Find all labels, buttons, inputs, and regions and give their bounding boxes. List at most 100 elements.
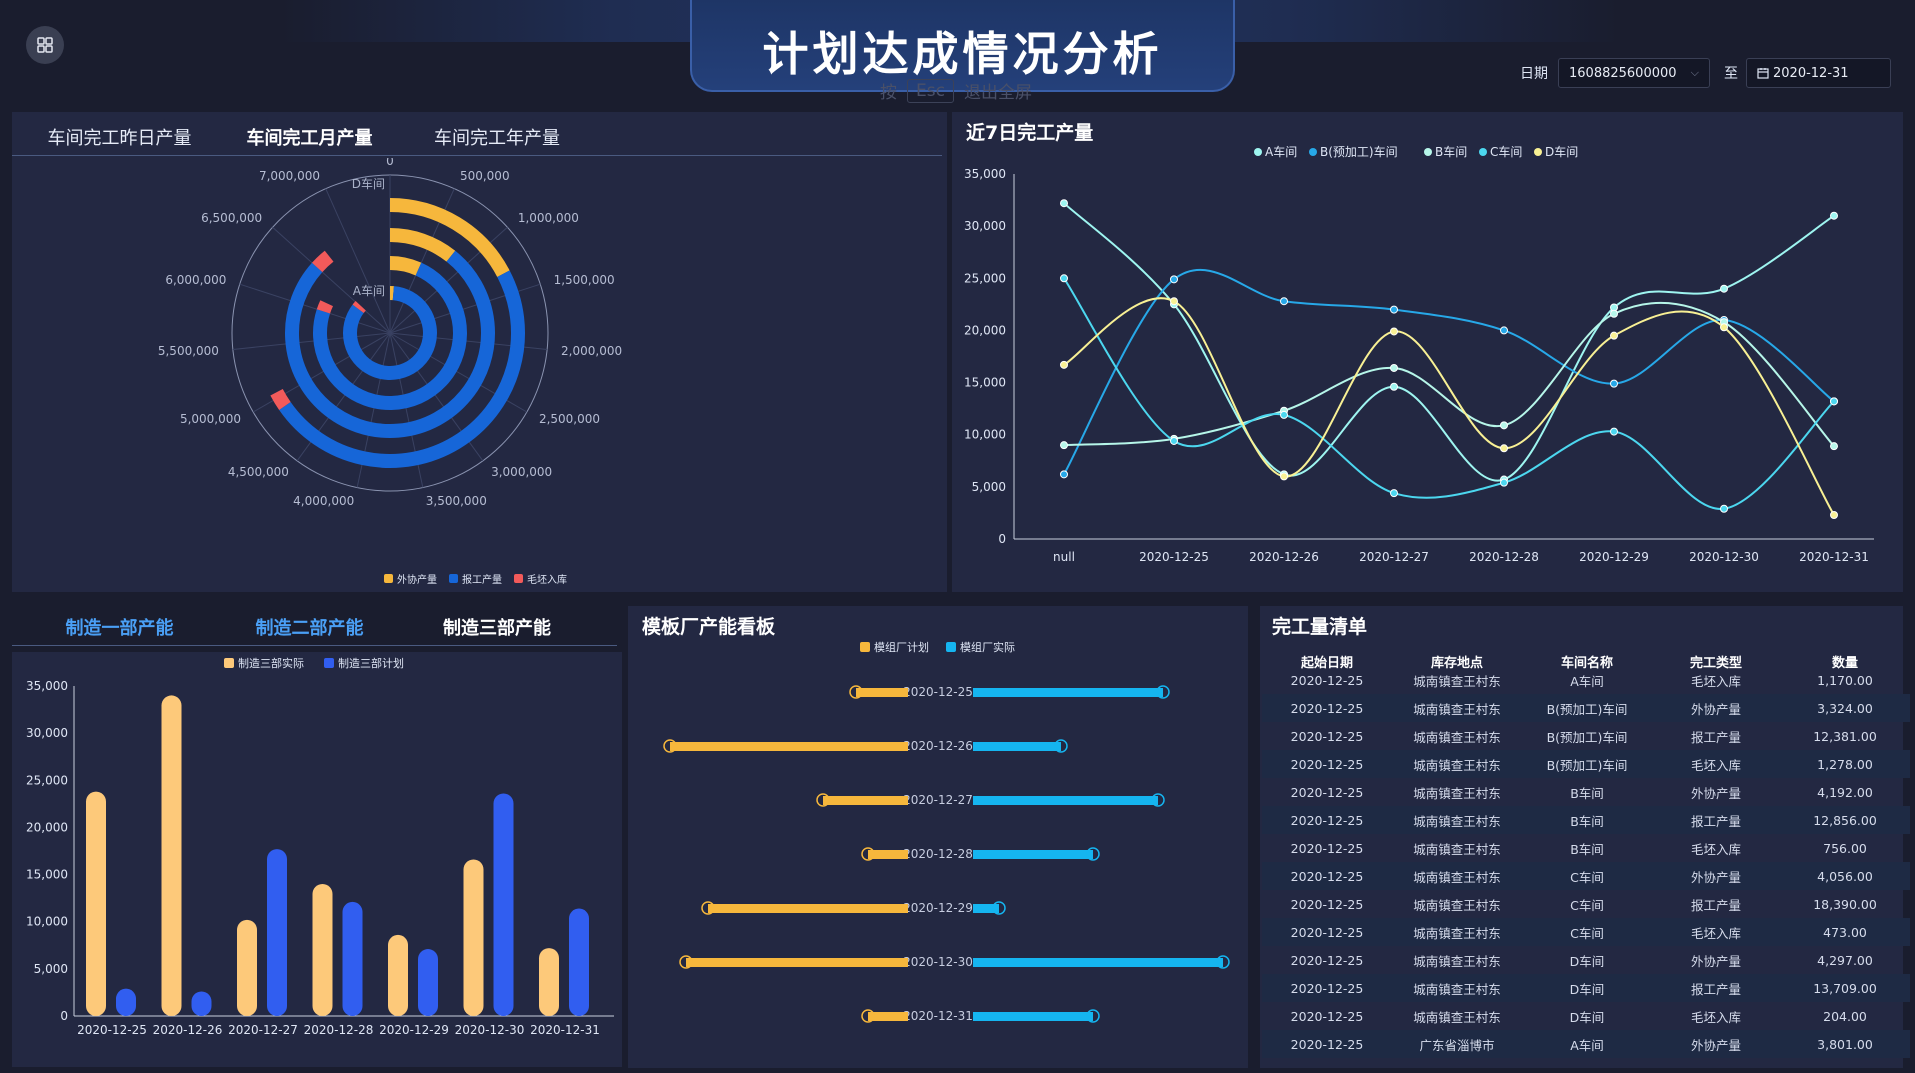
esc-hint-prefix: 按 — [880, 83, 897, 103]
plan-bar[interactable] — [670, 742, 908, 751]
series-point[interactable] — [1830, 511, 1838, 520]
tab-yesterday-output[interactable]: 车间完工昨日产量 — [47, 128, 192, 149]
series-point[interactable] — [1060, 199, 1068, 208]
table-row[interactable]: 2020-12-25 城南镇查王村东 D车间 毛坯入库 204.00 — [1262, 1002, 1910, 1030]
bar[interactable] — [463, 859, 484, 1016]
bar[interactable] — [116, 988, 136, 1016]
series-point[interactable] — [1610, 427, 1618, 436]
series-point[interactable] — [1720, 504, 1728, 513]
table-row[interactable]: 2020-12-25 城南镇查王村东 B(预加工)车间 外协产量 3,324.00 — [1262, 694, 1910, 722]
table-row[interactable]: 2020-12-25 城南镇查王村东 B车间 外协产量 4,192.00 — [1262, 778, 1910, 806]
actual-bar[interactable] — [973, 688, 1163, 697]
plan-bar[interactable] — [823, 796, 908, 805]
table-row[interactable]: 2020-12-25 城南镇查王村东 C车间 毛坯入库 473.00 — [1262, 918, 1910, 946]
tab-month-output[interactable]: 车间完工月产量 — [246, 128, 373, 149]
table-row[interactable]: 2020-12-25 城南镇查王村东 D车间 外协产量 4,297.00 — [1262, 946, 1910, 974]
legend-label[interactable]: B(预加工)车间 — [1320, 144, 1398, 159]
legend-label[interactable]: D车间 — [1545, 144, 1578, 159]
series-point[interactable] — [1170, 436, 1178, 445]
series-point[interactable] — [1610, 331, 1618, 340]
table-row[interactable]: 2020-12-25 城南镇查王村东 C车间 报工产量 18,390.00 — [1262, 890, 1910, 918]
bar[interactable] — [493, 793, 514, 1016]
actual-bar[interactable] — [973, 796, 1158, 805]
table-row[interactable]: 2020-12-25 城南镇查王村东 B车间 报工产量 12,856.00 — [1262, 806, 1910, 834]
series-point[interactable] — [1720, 323, 1728, 332]
series-point[interactable] — [1500, 326, 1508, 335]
table-row[interactable]: 2020-12-25 城南镇查王村东 D车间 报工产量 13,709.00 — [1262, 974, 1910, 1002]
series-point[interactable] — [1390, 489, 1398, 498]
legend-label[interactable]: 模组厂计划 — [874, 640, 929, 654]
bar[interactable] — [191, 991, 212, 1016]
bar[interactable] — [569, 908, 589, 1016]
series-point[interactable] — [1500, 478, 1508, 487]
bar[interactable] — [312, 884, 333, 1016]
legend-label[interactable]: 制造三部计划 — [338, 656, 404, 670]
plan-bar[interactable] — [708, 904, 908, 913]
cell-location: 城南镇查王村东 — [1413, 701, 1501, 717]
cell-quantity: 18,390.00 — [1813, 896, 1877, 912]
date-end-input[interactable]: 2020-12-31 — [1746, 58, 1891, 88]
plan-bar[interactable] — [868, 850, 908, 859]
series-point[interactable] — [1280, 297, 1288, 306]
cell-start-date: 2020-12-25 — [1290, 728, 1364, 744]
date-start-select[interactable]: 1608825600000 ⌵ — [1558, 58, 1710, 88]
grid-menu-button[interactable] — [26, 26, 64, 64]
series-point[interactable] — [1610, 379, 1618, 388]
bar[interactable] — [237, 919, 257, 1016]
series-point[interactable] — [1060, 470, 1068, 479]
tab-year-output[interactable]: 车间完工年产量 — [434, 128, 560, 149]
series-point[interactable] — [1610, 309, 1618, 318]
x-tick-label: 2020-12-30 — [1689, 550, 1759, 564]
table-row[interactable]: 2020-12-25 城南镇查王村东 C车间 外协产量 4,056.00 — [1262, 862, 1910, 890]
legend-label[interactable]: A车间 — [1265, 144, 1297, 159]
tab-dept3-capacity[interactable]: 制造三部产能 — [443, 618, 551, 639]
series-point[interactable] — [1060, 274, 1068, 283]
series-point[interactable] — [1170, 275, 1178, 284]
series-point[interactable] — [1280, 472, 1288, 481]
bar[interactable] — [161, 695, 182, 1016]
date-range-filter: 日期 1608825600000 ⌵ 至 2020-12-31 — [1520, 58, 1891, 88]
cell-type: 外协产量 — [1690, 701, 1741, 717]
legend-label[interactable]: 模组厂实际 — [960, 640, 1015, 654]
bar[interactable] — [342, 901, 363, 1016]
col-workshop: 车间名称 — [1560, 655, 1613, 671]
actual-bar[interactable] — [973, 958, 1223, 967]
actual-bar[interactable] — [973, 904, 999, 913]
plan-bar[interactable] — [686, 958, 908, 967]
series-point[interactable] — [1390, 327, 1398, 336]
actual-bar[interactable] — [973, 1012, 1093, 1021]
table-row[interactable]: 2020-12-25 城南镇查王村东 B车间 毛坯入库 756.00 — [1262, 834, 1910, 862]
series-point[interactable] — [1830, 211, 1838, 220]
series-point[interactable] — [1500, 444, 1508, 453]
tab-dept2-capacity[interactable]: 制造二部产能 — [255, 618, 364, 639]
series-point[interactable] — [1280, 410, 1288, 419]
table-row[interactable]: 2020-12-25 城南镇查王村东 A车间 毛坯入库 1,170.00 — [1262, 666, 1910, 694]
series-point[interactable] — [1830, 442, 1838, 451]
series-point[interactable] — [1170, 297, 1178, 306]
bar[interactable] — [86, 791, 106, 1016]
bar[interactable] — [267, 849, 287, 1016]
series-point[interactable] — [1390, 382, 1398, 391]
actual-bar[interactable] — [973, 850, 1093, 859]
series-point[interactable] — [1060, 360, 1068, 369]
series-point[interactable] — [1720, 284, 1728, 293]
actual-bar[interactable] — [973, 742, 1061, 751]
series-point[interactable] — [1390, 363, 1398, 372]
plan-bar[interactable] — [856, 688, 908, 697]
legend-label[interactable]: C车间 — [1490, 144, 1522, 159]
bar[interactable] — [418, 949, 438, 1016]
series-point[interactable] — [1500, 421, 1508, 430]
bar[interactable] — [539, 948, 559, 1016]
table-row[interactable]: 2020-12-25 城南镇查王村东 B(预加工)车间 毛坯入库 1,278.00 — [1262, 750, 1910, 778]
series-point[interactable] — [1830, 397, 1838, 406]
tab-dept1-capacity[interactable]: 制造一部产能 — [65, 618, 174, 639]
table-row[interactable]: 2020-12-25 城南镇查王村东 B(预加工)车间 报工产量 12,381.00 — [1262, 722, 1910, 750]
legend-label[interactable]: B车间 — [1435, 144, 1467, 159]
series-point[interactable] — [1390, 305, 1398, 314]
cell-location: 城南镇查王村东 — [1413, 813, 1501, 829]
legend-label[interactable]: 制造三部实际 — [238, 656, 304, 670]
table-row[interactable]: 2020-12-25 广东省淄博市 A车间 外协产量 3,801.00 — [1262, 1030, 1910, 1058]
series-point[interactable] — [1060, 441, 1068, 450]
plan-bar[interactable] — [868, 1012, 908, 1021]
bar[interactable] — [388, 934, 408, 1016]
